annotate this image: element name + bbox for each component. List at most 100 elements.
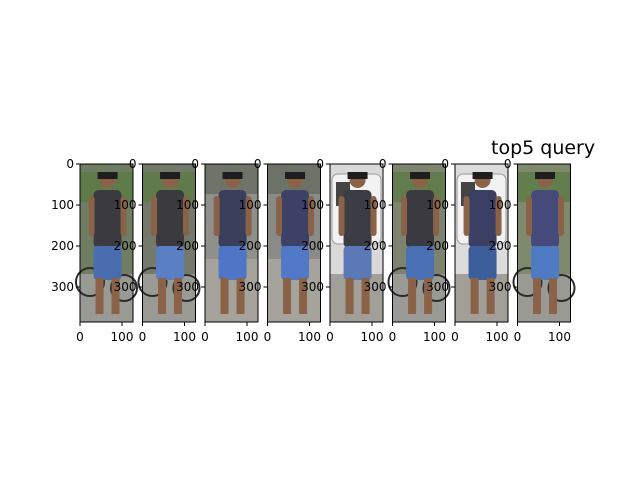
panel-7: 0 100 200 300 0 100 (426, 157, 509, 344)
pavement (392, 274, 446, 322)
y-tick-label: 200 (426, 239, 449, 253)
panel-frame (142, 163, 196, 323)
person-shorts (218, 246, 247, 280)
y-tick-label: 100 (176, 198, 199, 212)
pavement (455, 274, 508, 322)
x-tick-label: 100 (236, 330, 259, 344)
panel-2: 0 100 200 300 0 100 (114, 157, 201, 344)
person-arm (463, 196, 470, 236)
x-tick-label: 0 (76, 330, 84, 344)
person-arm (213, 196, 220, 236)
person-arm (308, 196, 315, 236)
person-hair (347, 172, 368, 179)
person-hair (472, 172, 493, 179)
person-shorts (531, 246, 560, 280)
y-tick-label: 0 (504, 157, 512, 171)
person-arm (401, 196, 408, 236)
x-tick-label: 0 (451, 330, 459, 344)
panel-4: 0 100 200 300 0 100 (239, 157, 321, 344)
y-tick-label: 0 (441, 157, 449, 171)
y-tick-label: 300 (176, 280, 199, 294)
y-tick-label: 300 (239, 280, 262, 294)
panel-3: 0 100 200 300 0 100 (176, 157, 259, 344)
y-tick-label: 100 (426, 198, 449, 212)
y-tick-label: 200 (239, 239, 262, 253)
x-tick-label: 0 (201, 330, 209, 344)
person-arm (495, 196, 502, 236)
x-tick-label: 100 (173, 330, 196, 344)
pavement (142, 274, 196, 322)
person-hair (160, 172, 181, 179)
x-tick-label: 0 (514, 330, 522, 344)
bicycle-wheel (547, 274, 576, 302)
person-shirt (531, 190, 560, 248)
person-hair (97, 172, 118, 179)
person-leg (408, 278, 417, 314)
person-shorts (281, 246, 310, 280)
y-tick-label: 100 (489, 198, 512, 212)
x-tick-label: 100 (111, 330, 134, 344)
y-tick-label: 0 (129, 157, 137, 171)
y-tick-label: 300 (301, 280, 324, 294)
person-shirt (218, 190, 247, 248)
y-tick-label: 300 (114, 280, 137, 294)
bicycle-wheel (387, 267, 418, 297)
y-tick-label: 0 (316, 157, 324, 171)
y-tick-label: 100 (114, 198, 137, 212)
panel-6: 0 100 200 300 0 100 (364, 157, 451, 344)
person-arm (276, 196, 283, 236)
y-tick-label: 200 (301, 239, 324, 253)
person-arm (338, 196, 345, 236)
person-leg (236, 278, 245, 314)
person-arm (183, 196, 190, 236)
person-leg (220, 278, 229, 314)
y-tick-label: 0 (254, 157, 262, 171)
y-tick-label: 200 (114, 239, 137, 253)
person-shirt (281, 190, 310, 248)
panel-8: 0 100 200 300 0 100 (489, 157, 576, 344)
person-arm (558, 196, 565, 236)
person-shorts (406, 246, 435, 280)
person-hair (222, 172, 243, 179)
x-tick-label: 0 (326, 330, 334, 344)
y-tick-label: 100 (364, 198, 387, 212)
person-arm (151, 196, 158, 236)
y-tick-label: 100 (301, 198, 324, 212)
pavement (330, 274, 383, 322)
person-leg (345, 278, 354, 314)
person-shorts (468, 246, 497, 280)
panel-frame (392, 163, 446, 323)
y-tick-label: 200 (176, 239, 199, 253)
person-hair (535, 172, 556, 179)
person-hair (410, 172, 431, 179)
person-hair (285, 172, 306, 179)
person-shirt (468, 190, 497, 248)
y-tick-label: 100 (239, 198, 262, 212)
person-arm (433, 196, 440, 236)
panel-5: 0 100 200 300 0 100 (301, 157, 384, 344)
person-leg (299, 278, 308, 314)
y-tick-label: 0 (66, 157, 74, 171)
person-leg (283, 278, 292, 314)
bicycle-wheel (110, 274, 138, 302)
person-shirt (406, 190, 435, 248)
y-tick-label: 300 (489, 280, 512, 294)
figure-title: top5 query (491, 137, 596, 159)
x-tick-label: 100 (361, 330, 384, 344)
person-leg (424, 278, 433, 314)
person-leg (111, 278, 120, 314)
y-tick-label: 0 (191, 157, 199, 171)
panel-frame (267, 163, 321, 323)
x-tick-label: 100 (486, 330, 509, 344)
x-tick-label: 100 (548, 330, 571, 344)
person-shirt (156, 190, 185, 248)
panel-frame (454, 163, 509, 323)
x-tick-label: 100 (298, 330, 321, 344)
person-arm (526, 196, 533, 236)
panel-frame (329, 163, 384, 323)
person-arm (120, 196, 127, 236)
person-shorts (343, 246, 372, 280)
panel-frame (79, 163, 134, 323)
